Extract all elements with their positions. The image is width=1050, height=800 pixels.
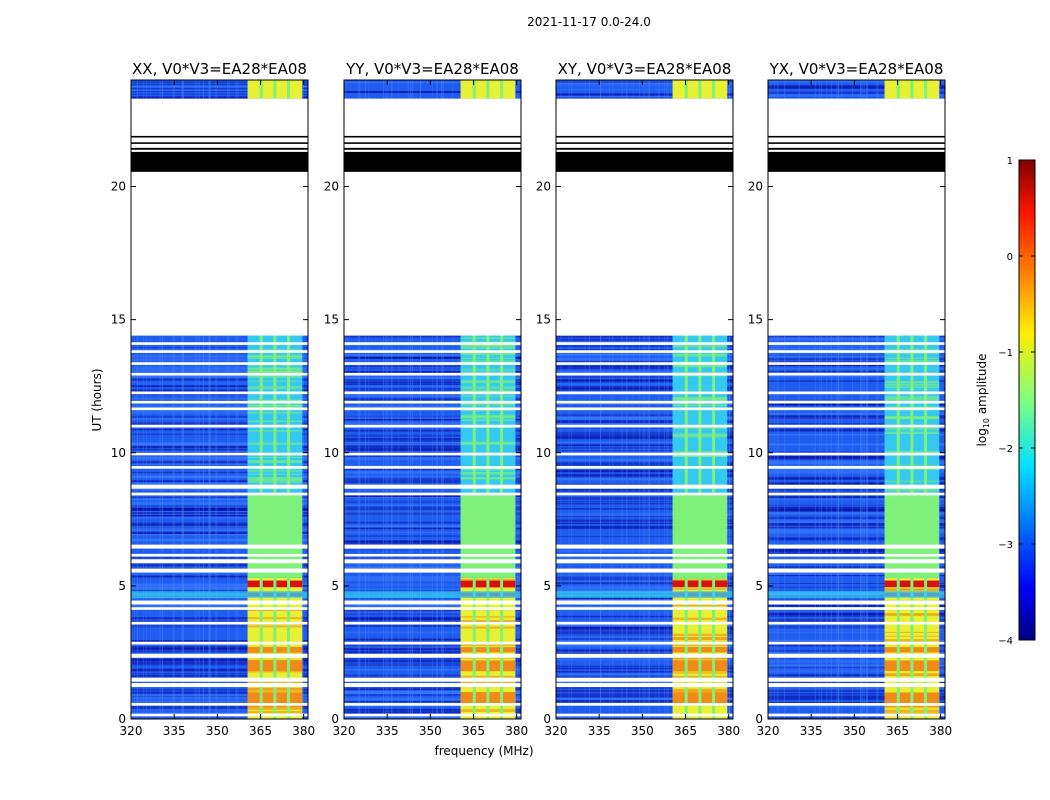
x-tick-label: 380 — [505, 724, 528, 738]
y-tick-label: 15 — [748, 313, 763, 327]
x-tick-label: 320 — [333, 724, 356, 738]
colorbar: 1 0 −1 −2 −3 −4 log10 amplitude — [975, 156, 1036, 647]
data-gaps — [131, 98, 308, 717]
y-tick-label: 20 — [324, 180, 339, 194]
heatmap-area — [131, 80, 308, 719]
y-tick-label: 20 — [111, 180, 126, 194]
y-tick-label: 15 — [324, 313, 339, 327]
panel-4: YX, V0*V3=EA28*EA08 320 335 350 365 380 0 5 10 15… — [748, 60, 952, 738]
colorbar-ticks: 1 0 −1 −2 −3 −4 — [998, 156, 1035, 647]
axes-frame — [130, 79, 309, 720]
x-tick-label: 380 — [292, 724, 315, 738]
data-gaps — [556, 98, 733, 717]
y-tick-label: 0 — [755, 712, 763, 726]
x-tick-label: 335 — [588, 724, 611, 738]
y-tick-label: 10 — [324, 446, 339, 460]
figure-title: 2021-11-17 0.0-24.0 — [527, 15, 651, 29]
y-tick-label: 15 — [536, 313, 551, 327]
y-tick-label: 0 — [543, 712, 551, 726]
colorbar-gradient — [1018, 159, 1036, 641]
heatmap-area — [768, 80, 945, 719]
x-tick-label: 320 — [120, 724, 143, 738]
x-tick-label: 350 — [206, 724, 229, 738]
panel-title: XY, V0*V3=EA28*EA08 — [558, 60, 732, 78]
x-tick-label: 350 — [843, 724, 866, 738]
axes-frame — [555, 79, 734, 720]
y-tick-label: 5 — [543, 579, 551, 593]
flagged-rows — [344, 135, 521, 172]
flagged-rows — [556, 135, 733, 172]
x-tick-label: 380 — [717, 724, 740, 738]
y-tick-label: 15 — [111, 313, 126, 327]
colorbar-tick-label: −2 — [998, 444, 1013, 455]
x-tick-label: 350 — [631, 724, 654, 738]
y-tick-label: 10 — [536, 446, 551, 460]
x-tick-label: 320 — [545, 724, 568, 738]
y-tick-label: 10 — [111, 446, 126, 460]
x-tick-label: 335 — [163, 724, 186, 738]
data-gaps — [344, 98, 521, 717]
x-tick-label: 365 — [886, 724, 909, 738]
panel-title: YX, V0*V3=EA28*EA08 — [769, 60, 944, 78]
colorbar-tick-label: −1 — [998, 348, 1013, 359]
y-tick-label: 10 — [748, 446, 763, 460]
heatmap-area — [556, 80, 733, 719]
x-tick-label: 365 — [249, 724, 272, 738]
y-tick-label: 5 — [331, 579, 339, 593]
y-tick-label: 20 — [748, 180, 763, 194]
flagged-rows — [768, 135, 945, 172]
x-axis-label: frequency (MHz) — [434, 744, 533, 758]
panel-title: YY, V0*V3=EA28*EA08 — [345, 60, 519, 78]
x-tick-label: 365 — [674, 724, 697, 738]
y-tick-label: 5 — [118, 579, 126, 593]
panels: XX, V0*V3=EA28*EA08 320 335 350 365 380 0 5 10 15… — [90, 60, 952, 758]
axes-frame — [767, 79, 946, 720]
colorbar-tick-label: 1 — [1007, 156, 1013, 167]
x-tick-label: 365 — [462, 724, 485, 738]
x-tick-label: 380 — [929, 724, 952, 738]
colorbar-label: log10 amplitude — [975, 354, 991, 447]
axes-frame — [343, 79, 522, 720]
x-tick-label: 335 — [800, 724, 823, 738]
panel-3: XY, V0*V3=EA28*EA08 320 335 350 365 380 0 5 10 15… — [536, 60, 740, 738]
panel-1: XX, V0*V3=EA28*EA08 320 335 350 365 380 0 5 10 15… — [90, 60, 315, 738]
heatmap-area — [344, 80, 521, 719]
panel-title: XX, V0*V3=EA28*EA08 — [132, 60, 307, 78]
x-tick-label: 320 — [757, 724, 780, 738]
data-gaps — [768, 98, 945, 717]
colorbar-tick-label: −3 — [998, 540, 1013, 551]
y-tick-label: 20 — [536, 180, 551, 194]
y-axis-label: UT (hours) — [90, 368, 104, 431]
y-tick-label: 0 — [118, 712, 126, 726]
y-tick-label: 5 — [755, 579, 763, 593]
flagged-rows — [131, 135, 308, 172]
x-tick-label: 335 — [376, 724, 399, 738]
panel-2: YY, V0*V3=EA28*EA08 320 335 350 365 380 0 5 10 15… — [324, 60, 534, 758]
colorbar-tick-label: 0 — [1007, 252, 1013, 263]
colorbar-tick-label: −4 — [998, 636, 1013, 647]
y-tick-label: 0 — [331, 712, 339, 726]
x-tick-label: 350 — [419, 724, 442, 738]
